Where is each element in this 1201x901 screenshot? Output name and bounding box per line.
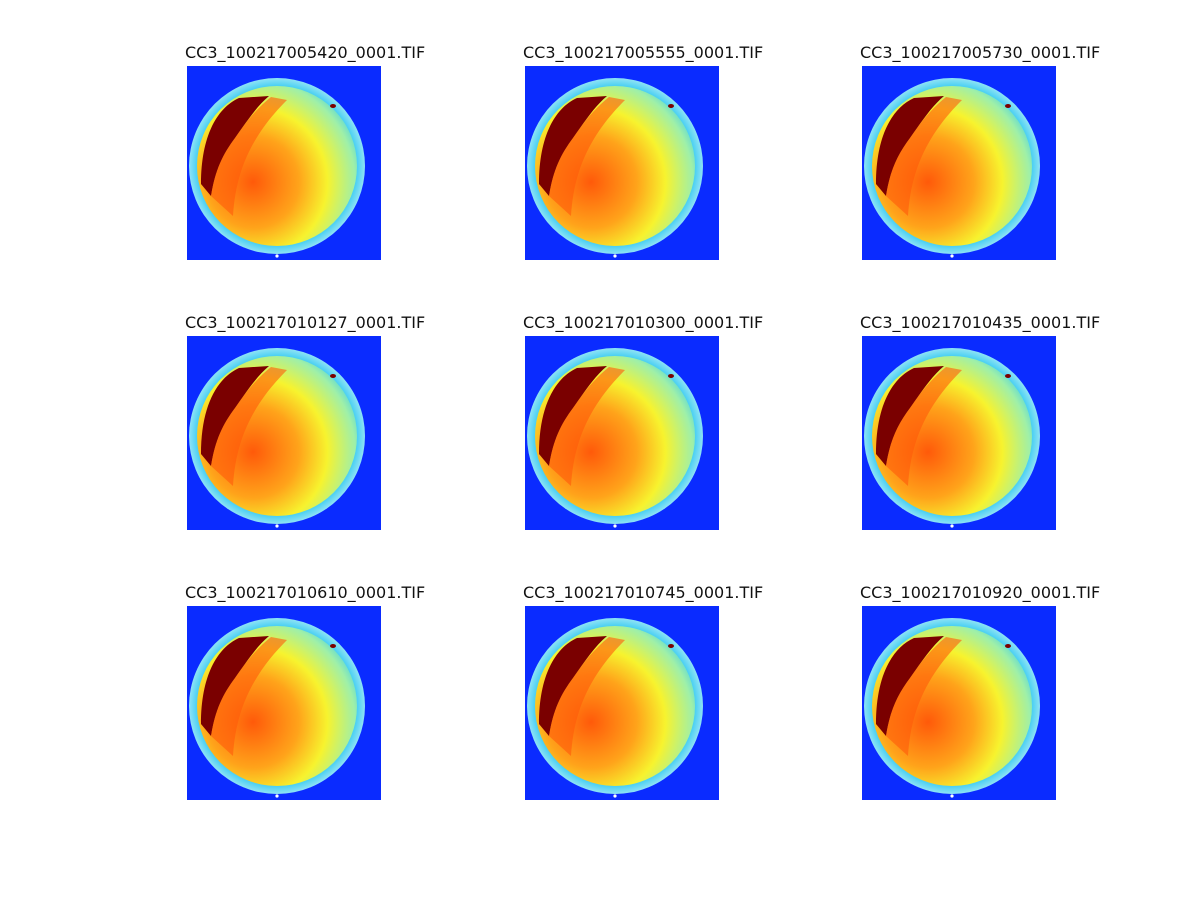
panel-title: CC3_100217010610_0001.TIF — [185, 583, 426, 602]
panel-title: CC3_100217010127_0001.TIF — [185, 313, 426, 332]
panel-title: CC3_100217005555_0001.TIF — [523, 43, 764, 62]
thermal-image — [862, 606, 1056, 800]
image-panel-8: CC3_100217010745_0001.TIF — [523, 584, 793, 814]
panel-title: CC3_100217010920_0001.TIF — [860, 583, 1101, 602]
thermal-image-graphic — [187, 66, 381, 260]
image-panel-7: CC3_100217010610_0001.TIF — [185, 584, 455, 814]
panel-title: CC3_100217005730_0001.TIF — [860, 43, 1101, 62]
thermal-image — [187, 606, 381, 800]
thermal-image-graphic — [187, 336, 381, 530]
thermal-image-graphic — [187, 606, 381, 800]
thermal-image — [525, 66, 719, 260]
panel-title: CC3_100217005420_0001.TIF — [185, 43, 426, 62]
thermal-image-graphic — [525, 66, 719, 260]
thermal-image — [187, 66, 381, 260]
image-panel-6: CC3_100217010435_0001.TIF — [860, 314, 1130, 544]
thermal-image-graphic — [862, 336, 1056, 530]
panel-title: CC3_100217010745_0001.TIF — [523, 583, 764, 602]
thermal-image-graphic — [525, 336, 719, 530]
thermal-image — [525, 336, 719, 530]
thermal-image — [862, 336, 1056, 530]
thermal-image — [525, 606, 719, 800]
panel-title: CC3_100217010300_0001.TIF — [523, 313, 764, 332]
thermal-image-graphic — [862, 606, 1056, 800]
image-panel-1: CC3_100217005420_0001.TIF — [185, 44, 455, 274]
thermal-image-graphic — [525, 606, 719, 800]
thermal-image — [862, 66, 1056, 260]
image-panel-4: CC3_100217010127_0001.TIF — [185, 314, 455, 544]
image-panel-3: CC3_100217005730_0001.TIF — [860, 44, 1130, 274]
image-panel-2: CC3_100217005555_0001.TIF — [523, 44, 793, 274]
panel-title: CC3_100217010435_0001.TIF — [860, 313, 1101, 332]
image-panel-9: CC3_100217010920_0001.TIF — [860, 584, 1130, 814]
image-panel-5: CC3_100217010300_0001.TIF — [523, 314, 793, 544]
thermal-image — [187, 336, 381, 530]
thermal-image-graphic — [862, 66, 1056, 260]
